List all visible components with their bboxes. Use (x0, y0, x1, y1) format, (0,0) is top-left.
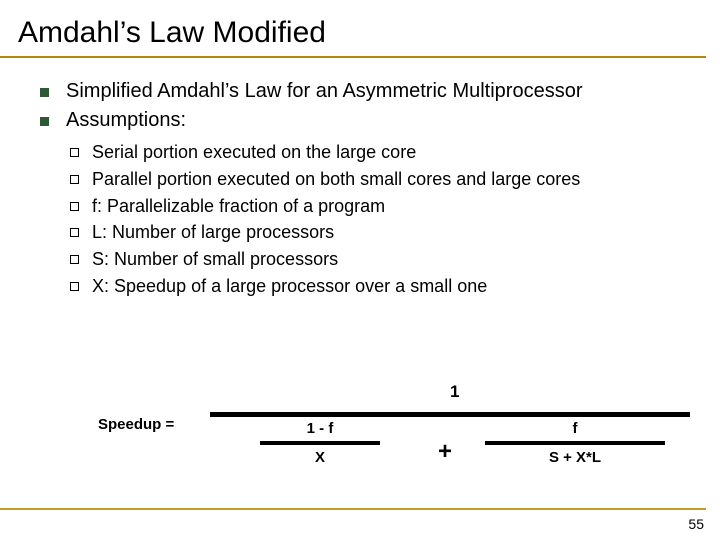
fraction-bar-main (210, 412, 690, 417)
list-item: f: Parallelizable fraction of a program (68, 194, 700, 219)
formula-right-top: f (500, 420, 650, 437)
formula-numerator: 1 (450, 382, 459, 402)
formula-right-fraction: f S + X*L (500, 420, 650, 466)
list-item: X: Speedup of a large processor over a s… (68, 274, 700, 299)
formula-left-fraction: 1 - f X (270, 420, 370, 466)
list-item: Simplified Amdahl’s Law for an Asymmetri… (38, 78, 700, 105)
list-item: Assumptions: (38, 107, 700, 134)
formula-right-bottom: S + X*L (500, 449, 650, 466)
slide-body: Simplified Amdahl’s Law for an Asymmetri… (0, 58, 720, 299)
page-number: 55 (688, 516, 704, 532)
slide-title: Amdahl’s Law Modified (0, 0, 706, 58)
formula-left-bottom: X (270, 449, 370, 466)
fraction-bar-left (260, 441, 380, 445)
fraction-bar-right (485, 441, 665, 445)
formula-plus: + (438, 438, 452, 466)
list-item: S: Number of small processors (68, 247, 700, 272)
list-item: L: Number of large processors (68, 220, 700, 245)
level1-list: Simplified Amdahl’s Law for an Asymmetri… (38, 78, 700, 134)
list-item: Parallel portion executed on both small … (68, 167, 700, 192)
list-item: Serial portion executed on the large cor… (68, 140, 700, 165)
formula-left-top: 1 - f (270, 420, 370, 437)
formula-label: Speedup = (98, 416, 174, 433)
slide: Amdahl’s Law Modified Simplified Amdahl’… (0, 0, 720, 540)
level2-list: Serial portion executed on the large cor… (68, 140, 700, 299)
footer-divider (0, 508, 706, 510)
